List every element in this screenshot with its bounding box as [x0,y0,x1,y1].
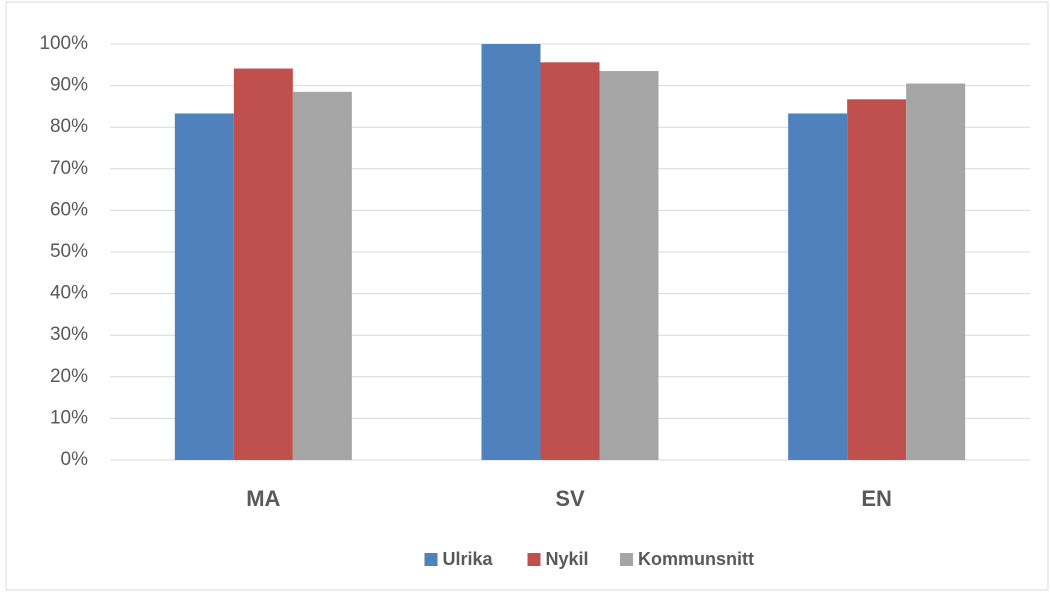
y-tick-label: 40% [50,283,88,304]
x-tick-label: EN [861,486,892,511]
legend-swatch [424,553,438,566]
bar [906,83,966,461]
bar [481,44,541,460]
y-tick-label: 30% [50,324,88,345]
bar [174,113,234,461]
bar [233,68,293,460]
bar [847,99,907,460]
bar [540,62,600,460]
y-tick-label: 100% [39,33,88,54]
y-tick-label: 60% [50,199,88,220]
y-tick-label: 50% [50,241,88,262]
x-tick-label: SV [555,486,585,511]
bar [788,113,848,461]
legend-label: Ulrika [443,549,494,569]
y-tick-label: 80% [50,116,88,137]
y-tick-label: 20% [50,366,88,387]
legend-swatch [620,553,633,566]
y-tick-label: 70% [50,158,88,179]
y-tick-label: 0% [61,449,89,470]
legend-label: Nykil [546,549,589,569]
y-tick-label: 10% [50,407,88,428]
bar [292,91,352,460]
legend-label: Kommunsnitt [638,549,754,569]
legend-swatch [527,553,541,566]
bar [599,71,659,460]
x-tick-label: MA [246,486,280,511]
y-tick-label: 90% [50,75,88,96]
